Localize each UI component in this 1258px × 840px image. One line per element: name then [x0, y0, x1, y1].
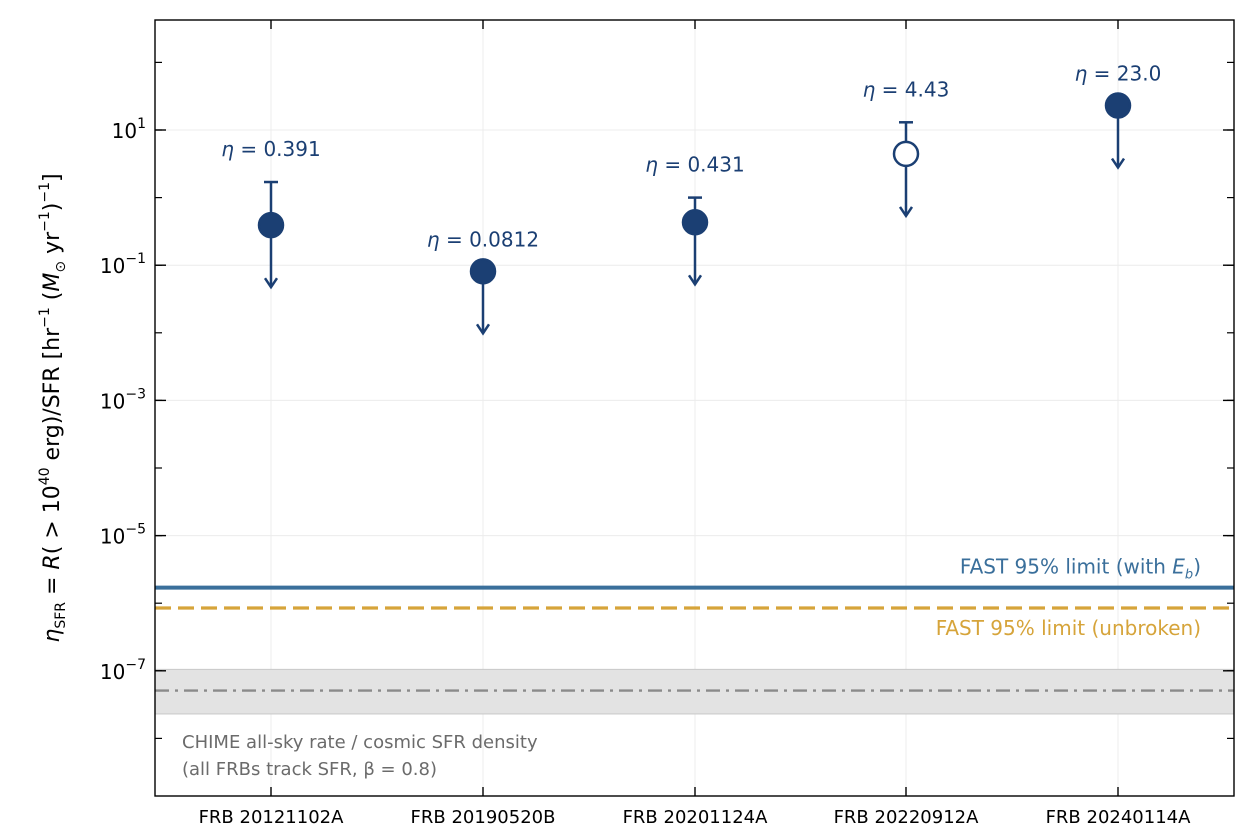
x-tick-label: FRB 20201124A	[623, 807, 769, 828]
x-tick-label: FRB 20190520B	[411, 807, 556, 828]
x-tick-label: FRB 20121102A	[199, 807, 345, 828]
data-label: η = 0.0812	[427, 227, 539, 251]
chime-band	[154, 668, 1235, 715]
data-point-group: η = 0.391	[221, 137, 321, 290]
upper-limit-arrowhead	[898, 206, 914, 219]
data-point	[892, 140, 920, 168]
y-tick-label: 10−5	[100, 522, 146, 549]
upper-limit-arrowhead	[687, 274, 703, 287]
data-point	[681, 209, 709, 236]
x-tick-label: FRB 20220912A	[834, 807, 980, 828]
x-tick-label: FRB 20240114A	[1046, 807, 1192, 828]
reference-line-label: FAST 95% limit (unbroken)	[936, 616, 1201, 640]
y-tick-label: 10−1	[100, 251, 146, 278]
data-label: η = 4.43	[863, 77, 950, 101]
upper-limit-arrowhead	[263, 277, 279, 290]
chime-note-line: (all FRBs track SFR, β = 0.8)	[182, 759, 437, 780]
data-label: η = 0.391	[221, 137, 320, 161]
data-points: η = 0.391 η = 0.0812 η = 0.431 η = 4.43 η = …	[221, 62, 1162, 336]
data-label: η = 0.431	[645, 153, 744, 177]
data-point-group: η = 23.0	[1075, 62, 1162, 170]
data-label: η = 23.0	[1075, 62, 1162, 86]
data-point-group: η = 4.43	[863, 77, 950, 219]
y-axis-label: ηSFR = R( > 1040 erg)/SFR [hr−1 (M⊙ yr−1…	[37, 173, 69, 642]
reference-line-label: FAST 95% limit (with Eb)	[960, 555, 1201, 583]
reference-lines: FAST 95% limit (with Eb) FAST 95% limit (…	[154, 555, 1235, 780]
data-point	[469, 258, 497, 285]
data-point-group: η = 0.0812	[427, 227, 539, 336]
data-point	[1104, 92, 1132, 119]
data-point	[257, 211, 285, 239]
chime-note-line: CHIME all-sky rate / cosmic SFR density	[182, 732, 538, 753]
upper-limit-arrowhead	[1110, 157, 1126, 170]
plot-frame	[154, 19, 1235, 797]
upper-limit-arrowhead	[475, 323, 491, 336]
data-point-group: η = 0.431	[645, 153, 745, 287]
